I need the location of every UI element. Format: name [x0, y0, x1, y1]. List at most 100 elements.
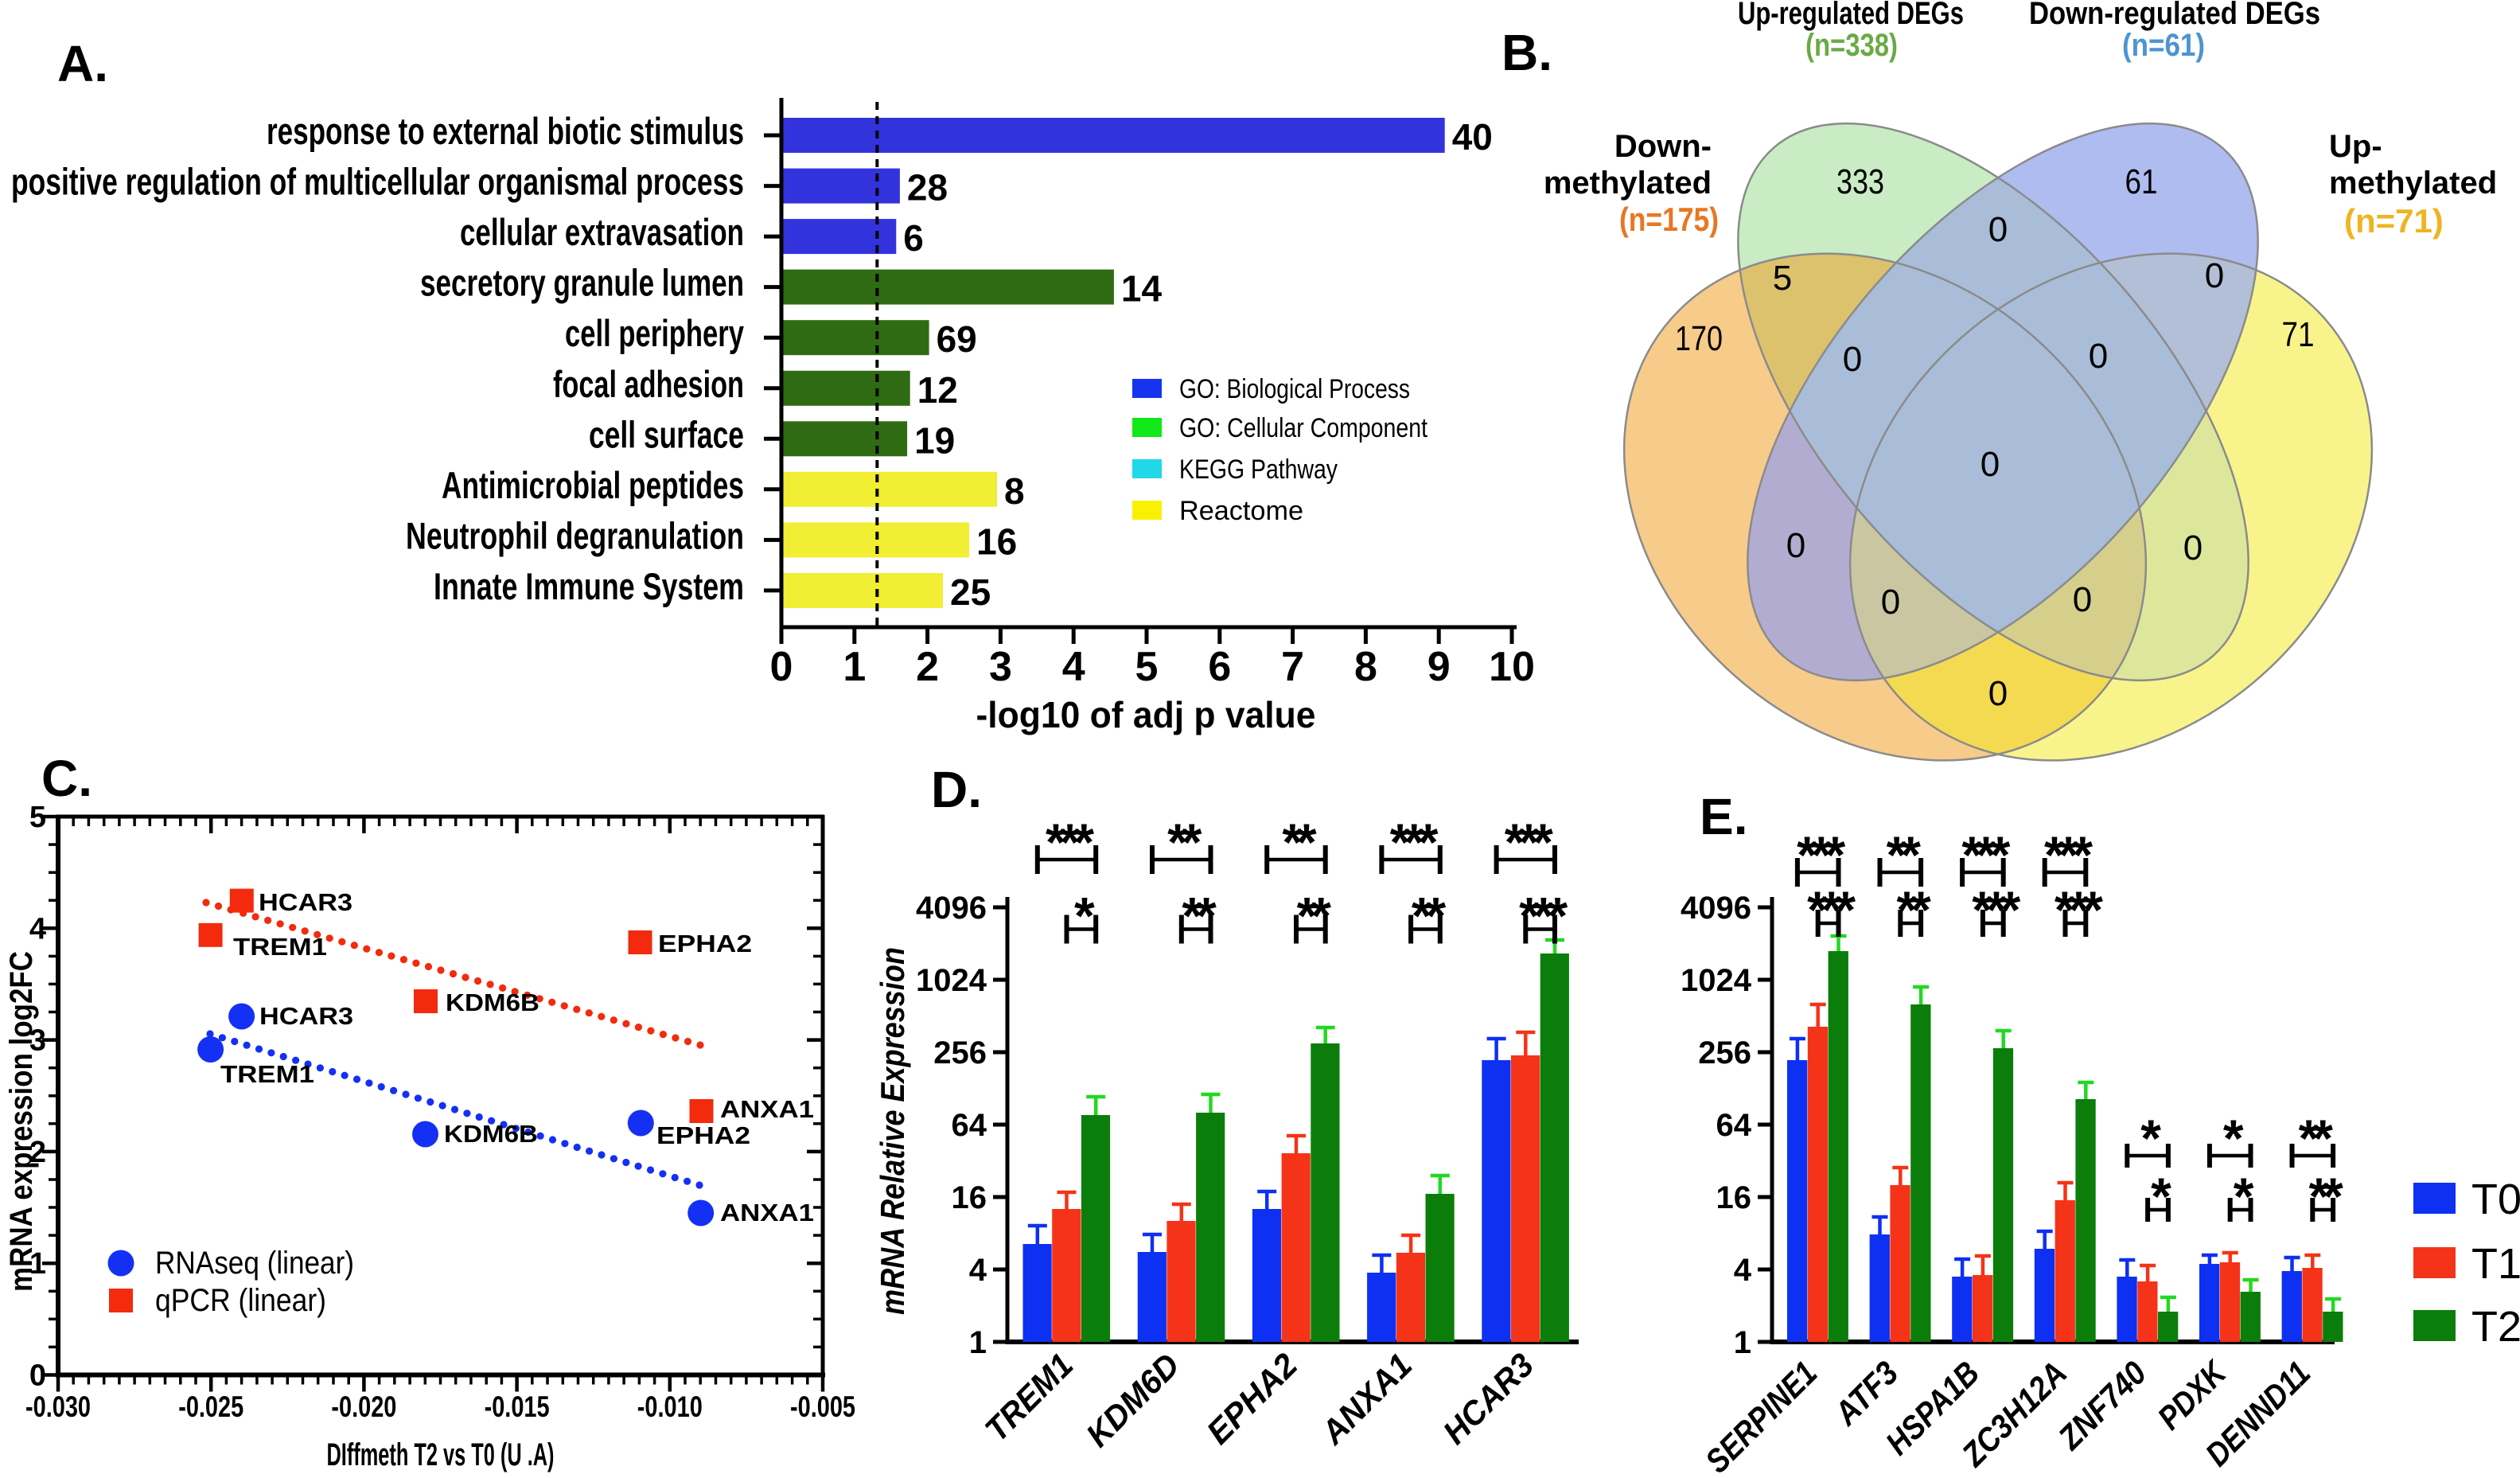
svg-text:Innate Immune System: Innate Immune System	[434, 565, 744, 607]
svg-text:Reactome: Reactome	[1179, 496, 1303, 526]
svg-text:0: 0	[1843, 340, 1862, 379]
svg-text:cell periphery: cell periphery	[565, 312, 744, 354]
svg-text:2: 2	[29, 1136, 46, 1169]
svg-text:0: 0	[2073, 580, 2092, 619]
svg-text:TREM1: TREM1	[233, 933, 327, 961]
svg-text:40: 40	[1452, 116, 1493, 158]
svg-text:-log10 of adj p value: -log10 of adj p value	[976, 694, 1316, 735]
svg-text:KDM6B: KDM6B	[446, 989, 539, 1016]
svg-text:0: 0	[1988, 674, 2008, 713]
svg-text:HCAR3: HCAR3	[259, 888, 352, 916]
svg-text:16: 16	[952, 1180, 987, 1215]
svg-text:256: 256	[933, 1035, 987, 1070]
svg-text:4096: 4096	[1681, 891, 1751, 926]
svg-text:0: 0	[2183, 528, 2203, 567]
svg-text:EPHA2: EPHA2	[656, 1121, 750, 1149]
svg-text:4: 4	[1062, 644, 1085, 690]
svg-text:0: 0	[1881, 583, 1900, 622]
svg-text:cell surface: cell surface	[589, 413, 744, 455]
svg-text:(n=71): (n=71)	[2344, 202, 2444, 240]
svg-text:1: 1	[29, 1247, 46, 1281]
svg-text:Down-regulated DEGs: Down-regulated DEGs	[2029, 0, 2320, 31]
svg-text:ANXA1: ANXA1	[720, 1199, 814, 1226]
svg-text:***: ***	[2055, 880, 2103, 939]
svg-text:6: 6	[903, 217, 924, 259]
svg-text:KEGG Pathway: KEGG Pathway	[1179, 454, 1338, 485]
svg-text:qPCR (linear): qPCR (linear)	[155, 1283, 326, 1318]
svg-text:69: 69	[937, 318, 977, 360]
svg-text:-0.025: -0.025	[178, 1390, 243, 1423]
svg-text:focal adhesion: focal adhesion	[553, 363, 744, 405]
svg-text:Down-: Down-	[1614, 129, 1712, 164]
svg-text:GO: Biological Process: GO: Biological Process	[1179, 374, 1410, 404]
svg-text:12: 12	[917, 369, 958, 411]
svg-text:1: 1	[1734, 1325, 1751, 1360]
svg-text:E.: E.	[1700, 788, 1747, 845]
svg-text:Antimicrobial peptides: Antimicrobial peptides	[442, 464, 744, 506]
svg-text:4096: 4096	[916, 891, 987, 926]
svg-text:mRNA expression log2FC: mRNA expression log2FC	[4, 951, 39, 1292]
svg-text:Up-: Up-	[2329, 129, 2382, 164]
svg-text:-0.015: -0.015	[485, 1390, 550, 1423]
svg-text:2: 2	[916, 644, 939, 690]
svg-text:28: 28	[907, 167, 948, 209]
svg-text:T1: T1	[2471, 1240, 2520, 1288]
svg-text:(n=175): (n=175)	[1619, 201, 1719, 238]
svg-text:1024: 1024	[916, 963, 987, 998]
svg-text:***: ***	[1797, 825, 1845, 884]
svg-text:4: 4	[1734, 1253, 1752, 1288]
svg-text:D.: D.	[931, 761, 982, 818]
svg-text:B.: B.	[1501, 24, 1552, 81]
svg-text:***: ***	[1807, 880, 1856, 939]
svg-text:19: 19	[914, 419, 955, 461]
svg-text:0: 0	[1786, 526, 1805, 565]
svg-text:TREM1: TREM1	[220, 1060, 314, 1088]
svg-text:5: 5	[29, 801, 46, 834]
svg-text:16: 16	[1716, 1180, 1752, 1215]
svg-text:14: 14	[1121, 268, 1163, 310]
svg-text:T0: T0	[2471, 1176, 2520, 1223]
svg-text:A.: A.	[57, 35, 108, 92]
svg-text:0: 0	[770, 644, 793, 690]
svg-text:9: 9	[1427, 644, 1451, 690]
svg-text:-0.020: -0.020	[331, 1390, 396, 1423]
svg-text:4: 4	[29, 912, 46, 946]
svg-text:methylated: methylated	[2329, 166, 2497, 201]
svg-text:HCAR3: HCAR3	[259, 1002, 353, 1030]
svg-text:0: 0	[2205, 256, 2224, 295]
svg-text:-0.005: -0.005	[790, 1390, 855, 1423]
svg-text:0: 0	[2089, 337, 2108, 376]
svg-text:25: 25	[950, 571, 991, 613]
svg-text:8: 8	[1354, 644, 1377, 690]
svg-text:10: 10	[1489, 644, 1535, 690]
svg-text:RNAseq (linear): RNAseq (linear)	[155, 1246, 354, 1281]
svg-text:positive regulation of multice: positive regulation of multicellular org…	[11, 161, 744, 203]
svg-text:7: 7	[1281, 644, 1304, 690]
svg-text:mRNA Relative Expression: mRNA Relative Expression	[874, 947, 911, 1315]
svg-text:333: 333	[1836, 162, 1884, 201]
svg-text:16: 16	[976, 521, 1017, 562]
svg-text:***: ***	[1046, 813, 1094, 872]
svg-text:Neutrophil degranulation: Neutrophil degranulation	[406, 514, 744, 556]
svg-text:0: 0	[1981, 445, 2000, 484]
svg-text:61: 61	[2125, 162, 2158, 201]
svg-text:64: 64	[1716, 1108, 1752, 1143]
svg-text:DIffmeth T2 vs T0 (U .A): DIffmeth T2 vs T0 (U .A)	[327, 1437, 555, 1472]
svg-text:***: ***	[1972, 880, 2020, 939]
svg-text:170: 170	[1675, 319, 1723, 358]
svg-text:secretory granule lumen: secretory granule lumen	[420, 262, 744, 304]
svg-text:GO: Cellular Component: GO: Cellular Component	[1179, 413, 1427, 443]
svg-text:256: 256	[1698, 1035, 1751, 1070]
svg-text:71: 71	[2282, 315, 2315, 354]
svg-text:***: ***	[1961, 825, 2010, 884]
svg-text:methylated: methylated	[1544, 166, 1712, 201]
svg-text:5: 5	[1135, 644, 1159, 690]
svg-text:0: 0	[29, 1359, 46, 1393]
svg-text:***: ***	[2044, 825, 2093, 884]
svg-text:-0.010: -0.010	[637, 1390, 703, 1423]
svg-text:3: 3	[989, 644, 1012, 690]
svg-text:T2: T2	[2471, 1303, 2520, 1351]
svg-text:64: 64	[952, 1108, 987, 1143]
svg-text:***: ***	[1519, 887, 1568, 946]
svg-text:0: 0	[1988, 210, 2008, 249]
